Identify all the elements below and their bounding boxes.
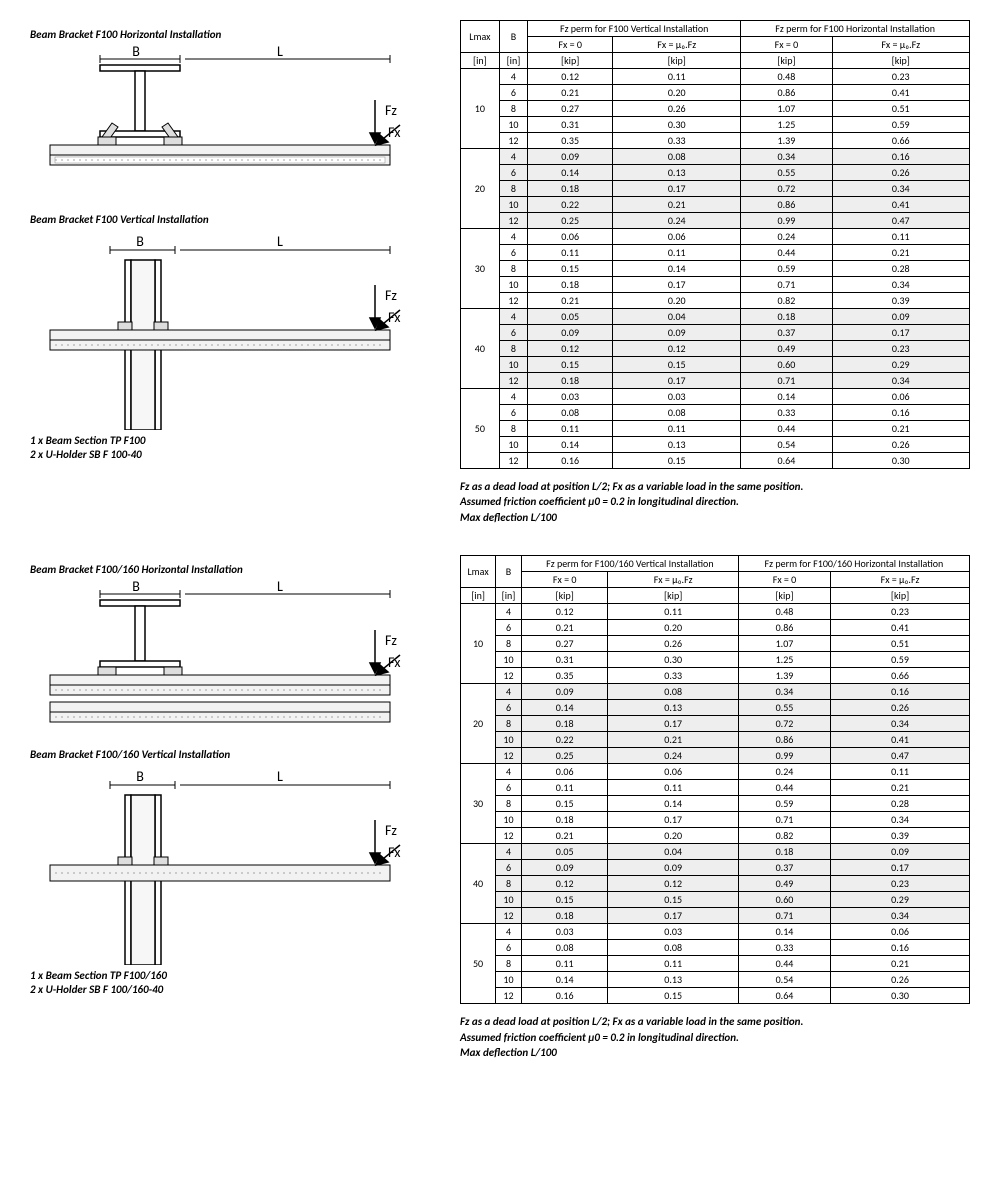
note-line: Max deflection L/100 <box>460 1045 970 1060</box>
table-row: 60.080.080.330.16 <box>461 940 970 956</box>
table-row: 1040.120.110.480.23 <box>461 604 970 620</box>
section-1: Beam Bracket F100 Horizontal Installatio… <box>30 20 970 555</box>
table-row: 60.110.110.440.21 <box>461 245 970 261</box>
table-row: 60.210.200.860.41 <box>461 620 970 636</box>
table-row: 80.110.110.440.21 <box>461 421 970 437</box>
table-row: 100.150.150.600.29 <box>461 892 970 908</box>
svg-text:L: L <box>277 580 283 595</box>
label-B: B <box>132 45 140 60</box>
table-row: 1040.120.110.480.23 <box>461 69 970 85</box>
table-row: 120.180.170.710.34 <box>461 908 970 924</box>
table-row: 120.350.331.390.66 <box>461 668 970 684</box>
note-line: Fz as a dead load at position L/2; Fx as… <box>460 479 970 494</box>
table-row: 2040.090.080.340.16 <box>461 149 970 165</box>
table-row: 60.080.080.330.16 <box>461 405 970 421</box>
note-line: Assumed friction coefficient μ0 = 0.2 in… <box>460 1030 970 1045</box>
notes-1: Fz as a dead load at position L/2; Fx as… <box>460 479 970 525</box>
table-row: 60.090.090.370.17 <box>461 325 970 341</box>
diagram-f100-vertical: B L Fz Fx <box>30 230 410 430</box>
diagram-f100-horizontal: B L Fz Fx <box>30 45 410 205</box>
load-table-2: Lmax B Fz perm for F100/160 Vertical Ins… <box>460 555 970 1004</box>
table-row: 120.180.170.710.34 <box>461 373 970 389</box>
table-row: 80.120.120.490.23 <box>461 341 970 357</box>
table-row: 120.350.331.390.66 <box>461 133 970 149</box>
diagram-f100-160-horizontal: B L Fz Fx <box>30 580 410 740</box>
table-row: 3040.060.060.240.11 <box>461 764 970 780</box>
table-row: 100.310.301.250.59 <box>461 652 970 668</box>
table-row: 80.110.110.440.21 <box>461 956 970 972</box>
label-Fx: Fx <box>388 124 401 141</box>
table-row: 100.310.301.250.59 <box>461 117 970 133</box>
table-row: 100.220.210.860.41 <box>461 197 970 213</box>
table-row: 120.250.240.990.47 <box>461 213 970 229</box>
part-line: 2 x U-Holder SB F 100/160-40 <box>30 983 430 997</box>
table-row: 100.140.130.540.26 <box>461 437 970 453</box>
note-line: Assumed friction coefficient μ0 = 0.2 in… <box>460 494 970 509</box>
svg-text:Fz: Fz <box>385 632 397 649</box>
diagram-title-h1: Beam Bracket F100 Horizontal Installatio… <box>30 28 430 41</box>
part-line: 1 x Beam Section TP F100 <box>30 434 430 448</box>
note-line: Max deflection L/100 <box>460 510 970 525</box>
table-row: 4040.050.040.180.09 <box>461 844 970 860</box>
table-col-1: Lmax B Fz perm for F100 Vertical Install… <box>460 20 970 555</box>
label-Fz: Fz <box>385 102 397 119</box>
table-row: 3040.060.060.240.11 <box>461 229 970 245</box>
diagram-title-h2: Beam Bracket F100/160 Horizontal Install… <box>30 563 430 576</box>
diagrams-col: Beam Bracket F100 Horizontal Installatio… <box>30 20 430 555</box>
table-row: 80.180.170.720.34 <box>461 716 970 732</box>
load-table-1: Lmax B Fz perm for F100 Vertical Install… <box>460 20 970 469</box>
table-row: 120.160.150.640.30 <box>461 453 970 469</box>
table-row: 4040.050.040.180.09 <box>461 309 970 325</box>
table-row: 60.110.110.440.21 <box>461 780 970 796</box>
svg-text:L: L <box>277 233 283 250</box>
table-row: 100.180.170.710.34 <box>461 277 970 293</box>
svg-text:Fz: Fz <box>385 822 397 839</box>
svg-text:B: B <box>132 580 140 595</box>
table-row: 80.270.261.070.51 <box>461 636 970 652</box>
note-line: Fz as a dead load at position L/2; Fx as… <box>460 1014 970 1029</box>
table-row: 120.250.240.990.47 <box>461 748 970 764</box>
table-row: 60.210.200.860.41 <box>461 85 970 101</box>
table-row: 120.160.150.640.30 <box>461 988 970 1004</box>
svg-text:Fx: Fx <box>388 654 401 671</box>
parts-list-1: 1 x Beam Section TP F100 2 x U-Holder SB… <box>30 434 430 463</box>
section-2: Beam Bracket F100/160 Horizontal Install… <box>30 555 970 1090</box>
table-row: 100.180.170.710.34 <box>461 812 970 828</box>
table-row: 60.140.130.550.26 <box>461 700 970 716</box>
notes-2: Fz as a dead load at position L/2; Fx as… <box>460 1014 970 1060</box>
table-row: 100.150.150.600.29 <box>461 357 970 373</box>
table-col-2: Lmax B Fz perm for F100/160 Vertical Ins… <box>460 555 970 1090</box>
table-row: 120.210.200.820.39 <box>461 828 970 844</box>
table-row: 100.220.210.860.41 <box>461 732 970 748</box>
svg-text:Fz: Fz <box>385 287 397 304</box>
diagram-f100-160-vertical: B L Fz Fx <box>30 765 410 965</box>
table-row: 60.140.130.550.26 <box>461 165 970 181</box>
table-row: 80.150.140.590.28 <box>461 796 970 812</box>
svg-text:Fx: Fx <box>388 844 401 861</box>
table-row: 80.120.120.490.23 <box>461 876 970 892</box>
table-row: 80.180.170.720.34 <box>461 181 970 197</box>
label-L: L <box>277 45 283 60</box>
table-row: 100.140.130.540.26 <box>461 972 970 988</box>
svg-text:B: B <box>136 768 144 785</box>
table-row: 80.150.140.590.28 <box>461 261 970 277</box>
svg-text:Fx: Fx <box>388 309 401 326</box>
svg-text:B: B <box>136 233 144 250</box>
table-row: 60.090.090.370.17 <box>461 860 970 876</box>
table-row: 5040.030.030.140.06 <box>461 389 970 405</box>
parts-list-2: 1 x Beam Section TP F100/160 2 x U-Holde… <box>30 969 430 998</box>
svg-text:L: L <box>277 768 283 785</box>
diagram-title-v1: Beam Bracket F100 Vertical Installation <box>30 213 430 226</box>
table-row: 80.270.261.070.51 <box>461 101 970 117</box>
table-row: 120.210.200.820.39 <box>461 293 970 309</box>
table-row: 2040.090.080.340.16 <box>461 684 970 700</box>
diagram-title-v2: Beam Bracket F100/160 Vertical Installat… <box>30 748 430 761</box>
diagrams-col-2: Beam Bracket F100/160 Horizontal Install… <box>30 555 430 1090</box>
part-line: 2 x U-Holder SB F 100-40 <box>30 448 430 462</box>
table-row: 5040.030.030.140.06 <box>461 924 970 940</box>
part-line: 1 x Beam Section TP F100/160 <box>30 969 430 983</box>
